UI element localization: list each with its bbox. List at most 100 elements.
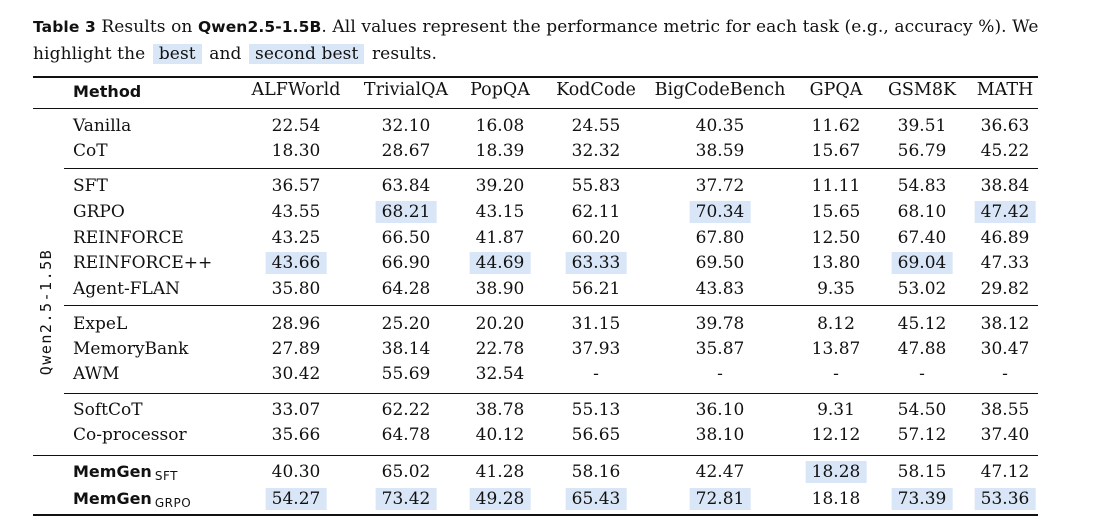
value-cell: 69.50 [690,251,751,275]
value: 12.50 [811,228,861,248]
value-cell: - [996,362,1014,386]
value: 20.20 [475,314,525,334]
header-popqa: PopQA [470,80,530,100]
value: 36.63 [980,116,1030,136]
value: - [593,364,599,384]
method-label: Co-processor [73,425,187,445]
method-label: ExpeL [73,314,128,334]
value: 32.10 [381,116,431,136]
value: 47.33 [980,253,1030,273]
table-row: SoftCoT 33.07 62.22 38.78 55.13 36.10 9.31 54.5… [0,398,1093,422]
table-row: CoT 18.30 28.67 18.39 32.32 38.59 15.67 56.79 45… [0,139,1093,163]
value-cell: 15.67 [806,139,867,163]
method-subscript: GRPO [154,496,192,510]
value: 47.88 [897,339,947,359]
value: 28.67 [381,141,431,161]
method-label: CoT [73,141,108,161]
value-cell: 54.27 [265,487,327,511]
value: 46.89 [980,228,1030,248]
value-cell: 35.80 [266,277,327,301]
value: 47.12 [980,462,1030,482]
header-kodcode: KodCode [556,80,636,100]
value-cell: 65.02 [376,460,437,484]
top-rule [33,76,1038,78]
value: 25.20 [381,314,431,334]
value-cell: 30.42 [266,362,327,386]
value-cell: 25.20 [376,312,437,336]
value-cell: 16.08 [470,114,531,138]
value-cell: 53.36 [974,487,1036,511]
value: 43.25 [271,228,321,248]
value-cell: 12.50 [806,226,867,250]
value-cell: 42.47 [690,460,751,484]
value: 69.50 [695,253,745,273]
method-name: SFT [73,174,108,198]
value-cell: 9.31 [811,398,861,422]
value: 13.87 [811,339,861,359]
method-label: MemGen [73,462,152,481]
value-cell: 36.10 [690,398,751,422]
value-cell: 67.40 [892,226,953,250]
value: 38.59 [695,141,745,161]
value: 67.40 [897,228,947,248]
value: 41.87 [475,228,525,248]
value: 55.69 [381,364,431,384]
value: - [833,364,839,384]
value-cell: 31.15 [566,312,627,336]
value-cell: 38.90 [470,277,531,301]
value: 31.15 [571,314,621,334]
value: 64.28 [381,279,431,299]
value-cell: 38.10 [690,423,751,447]
value: 60.20 [571,228,621,248]
value: 43.83 [695,279,745,299]
value-cell: 18.30 [266,139,327,163]
value-cell: 64.78 [376,423,437,447]
value-cell: 28.96 [266,312,327,336]
table-row: REINFORCE 43.25 66.50 41.87 60.20 67.80 12.50 6… [0,226,1093,250]
value: - [1002,364,1008,384]
best-value: 73.39 [891,488,953,510]
best-legend: best [152,44,202,64]
value-cell: 56.21 [566,277,627,301]
value-cell: 39.51 [892,114,953,138]
value: 58.16 [571,462,621,482]
method-label: Agent-FLAN [73,279,180,299]
value-cell: 41.28 [470,460,531,484]
value-cell: 55.83 [566,174,627,198]
value-cell: 45.22 [975,139,1036,163]
table-caption: Table 3 Results on Qwen2.5-1.5B. All val… [33,14,1043,68]
value: 38.10 [695,425,745,445]
value: 43.55 [271,202,321,222]
method-name: GRPO [73,200,125,224]
value-cell: 53.02 [892,277,953,301]
value-cell: 32.54 [470,362,531,386]
value: 38.12 [980,314,1030,334]
table-row: ExpeL 28.96 25.20 20.20 31.15 39.78 8.12 45.12 3… [0,312,1093,336]
value: 36.57 [271,176,321,196]
method-label: SoftCoT [73,400,143,420]
method-label: AWM [73,364,120,384]
value-cell: 38.59 [690,139,751,163]
value-cell: 15.65 [806,200,867,224]
value: - [717,364,723,384]
value-cell: 33.07 [266,398,327,422]
value-cell: 36.63 [975,114,1036,138]
value: 30.47 [980,339,1030,359]
caption-end: results. [371,44,437,64]
value: 45.22 [980,141,1030,161]
value-cell: 58.16 [566,460,627,484]
value: 65.02 [381,462,431,482]
value-cell: 62.22 [376,398,437,422]
value-cell: 63.33 [565,251,627,275]
value-cell: 43.25 [266,226,327,250]
value: 27.89 [271,339,321,359]
value: 35.87 [695,339,745,359]
value-cell: 13.87 [806,337,867,361]
header-method: Method [73,82,142,101]
value-cell: 9.35 [811,277,861,301]
method-label: SFT [73,176,108,196]
value-cell: 47.12 [975,460,1036,484]
value-cell: 68.21 [375,200,437,224]
best-value: 72.81 [689,488,751,510]
value-cell: 38.84 [975,174,1036,198]
